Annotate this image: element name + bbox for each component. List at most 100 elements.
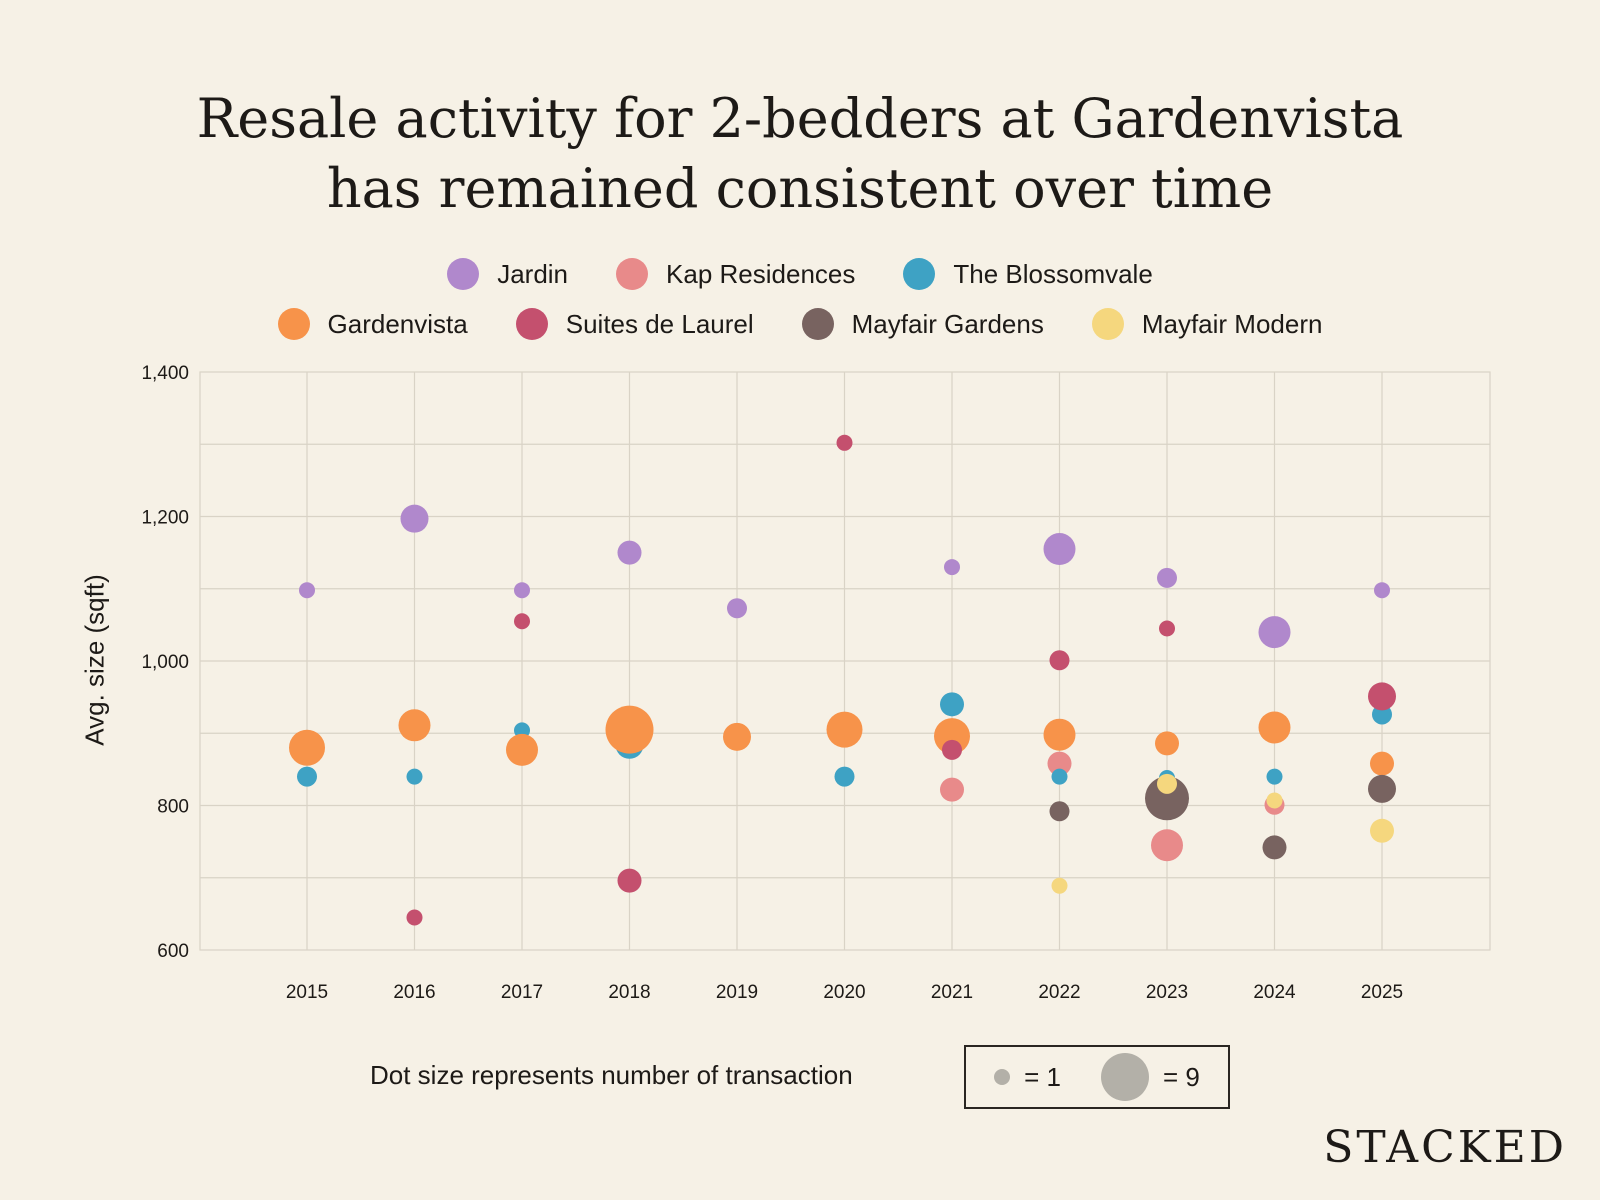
point-suites-de-laurel-2023 (1159, 620, 1175, 637)
point-mayfair-gardens-2025 (1368, 774, 1396, 803)
point-the-blossomvale-2021 (940, 692, 964, 717)
point-suites-de-laurel-2018 (617, 868, 642, 893)
point-mayfair-gardens-2023 (1145, 776, 1189, 821)
point-suites-de-laurel-2025 (1368, 682, 1396, 711)
legend-item-the-blossomvale: The Blossomvale (903, 258, 1153, 290)
point-gardenvista-2017 (506, 733, 538, 766)
point-the-blossomvale-2022 (1051, 768, 1068, 785)
point-the-blossomvale-2024 (1266, 768, 1283, 785)
point-mayfair-modern-2025 (1370, 818, 1394, 843)
legend-item-mayfair-modern: Mayfair Modern (1091, 308, 1323, 340)
legend-swatch-mayfair-gardens (801, 308, 834, 340)
y-tick-label: 1,400 (141, 363, 189, 384)
point-jardin-2018 (617, 540, 642, 565)
size-legend-box: = 1 = 9 (964, 1045, 1230, 1109)
point-gardenvista-2025 (1370, 751, 1394, 776)
point-mayfair-gardens-2024 (1262, 835, 1287, 860)
legend-swatch-jardin (447, 258, 480, 290)
point-kap-residences-2021 (940, 777, 964, 802)
size-legend-small-dot (994, 1069, 1011, 1085)
x-tick-label: 2022 (1038, 982, 1080, 1003)
point-jardin-2024 (1258, 616, 1291, 649)
legend-swatch-suites-de-laurel (515, 308, 548, 340)
x-tick-label: 2017 (501, 982, 543, 1003)
size-legend-large-dot (1101, 1053, 1149, 1101)
legend-swatch-the-blossomvale (903, 258, 936, 290)
x-tick-label: 2023 (1146, 982, 1188, 1003)
size-legend-small-label: = 1 (1024, 1061, 1061, 1092)
legend-item-mayfair-gardens: Mayfair Gardens (801, 308, 1044, 340)
brand-logo: STACKED (1323, 1122, 1567, 1173)
x-tick-label: 2016 (393, 982, 435, 1003)
legend-item-kap-residences: Kap Residences (616, 258, 855, 290)
legend-item-suites-de-laurel: Suites de Laurel (515, 308, 754, 340)
point-jardin-2017 (514, 582, 530, 599)
point-suites-de-laurel-2017 (514, 613, 530, 630)
point-gardenvista-2015 (289, 729, 325, 766)
point-gardenvista-2021 (934, 718, 970, 755)
x-tick-label: 2021 (931, 982, 973, 1003)
point-the-blossomvale-2020 (834, 766, 855, 787)
point-kap-residences-2023 (1151, 829, 1183, 862)
point-the-blossomvale-2016 (406, 768, 423, 785)
point-jardin-2019 (727, 598, 747, 619)
point-gardenvista-2018 (605, 705, 654, 754)
x-tick-label: 2025 (1361, 982, 1403, 1003)
point-gardenvista-2023 (1155, 731, 1179, 756)
chart-title: Resale activity for 2-bedders at Gardenv… (0, 84, 1600, 224)
x-tick-label: 2018 (608, 982, 650, 1003)
x-tick-label: 2015 (286, 982, 328, 1003)
point-layer (289, 434, 1396, 926)
legend-label-suites-de-laurel: Suites de Laurel (565, 308, 754, 339)
x-tick-label: 2019 (716, 982, 758, 1003)
point-jardin-2016 (400, 504, 429, 533)
point-the-blossomvale-2015 (297, 766, 317, 787)
grid-layer (199, 371, 1491, 951)
point-gardenvista-2016 (398, 709, 431, 742)
point-suites-de-laurel-2020 (836, 434, 853, 451)
point-jardin-2025 (1374, 582, 1390, 599)
point-jardin-2015 (299, 582, 315, 599)
point-jardin-2022 (1043, 533, 1076, 566)
point-jardin-2023 (1157, 567, 1177, 588)
tick-layer: 2015 2016 2017 2018 2019 2020 2021 2022 2023 2024… (141, 363, 1403, 1003)
y-tick-label: 600 (157, 941, 189, 962)
point-mayfair-modern-2024 (1266, 792, 1283, 809)
point-mayfair-modern-2023 (1157, 773, 1177, 794)
point-gardenvista-2022 (1043, 718, 1076, 751)
legend-swatch-gardenvista (277, 308, 310, 340)
point-gardenvista-2024 (1258, 711, 1291, 744)
point-suites-de-laurel-2022 (1049, 650, 1070, 671)
point-suites-de-laurel-2016 (406, 909, 423, 926)
point-jardin-2021 (944, 559, 960, 576)
legend-item-jardin: Jardin (447, 258, 568, 290)
point-the-blossomvale-2017 (514, 722, 530, 739)
chart-title-line-1: Resale activity for 2-bedders at Gardenv… (196, 87, 1404, 150)
legend-swatch-mayfair-modern (1091, 308, 1124, 340)
y-tick-label: 1,000 (141, 652, 189, 673)
legend-swatch-kap-residences (616, 258, 649, 290)
y-tick-label: 1,200 (141, 508, 189, 529)
legend-label-mayfair-gardens: Mayfair Gardens (851, 308, 1044, 339)
y-axis-label: Avg. size (sqft) (79, 574, 110, 746)
legend-label-mayfair-modern: Mayfair Modern (1141, 308, 1323, 339)
legend-label-kap-residences: Kap Residences (666, 258, 856, 289)
size-legend-text: Dot size represents number of transactio… (370, 1060, 853, 1090)
point-kap-residences-2022 (1047, 751, 1072, 776)
x-tick-label: 2020 (823, 982, 865, 1003)
y-tick-label: 800 (157, 797, 189, 818)
point-suites-de-laurel-2021 (942, 739, 962, 760)
size-legend-large-label: = 9 (1163, 1061, 1200, 1092)
point-mayfair-modern-2022 (1051, 877, 1068, 894)
point-mayfair-gardens-2022 (1049, 801, 1070, 822)
legend-row-1: Jardin Kap Residences The Blossomvale (0, 258, 1600, 290)
point-gardenvista-2020 (826, 711, 863, 748)
x-tick-label: 2024 (1253, 982, 1296, 1003)
legend-item-gardenvista: Gardenvista (277, 308, 468, 340)
legend-label-gardenvista: Gardenvista (327, 308, 468, 339)
legend-row-2: Gardenvista Suites de Laurel Mayfair Gar… (0, 308, 1600, 340)
point-gardenvista-2019 (723, 722, 751, 751)
legend-label-the-blossomvale: The Blossomvale (953, 258, 1153, 289)
legend-label-jardin: Jardin (497, 258, 569, 289)
